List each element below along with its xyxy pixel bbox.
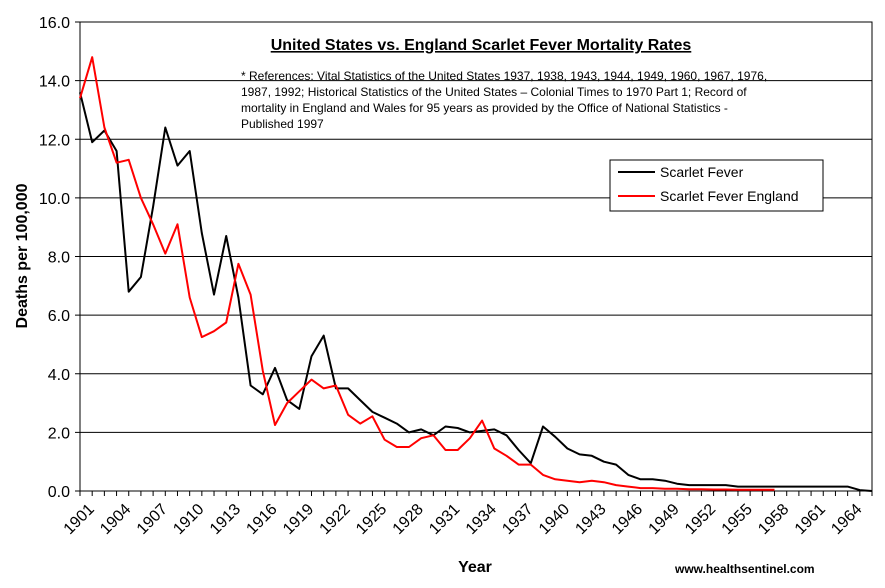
chart-title: United States vs. England Scarlet Fever … <box>271 37 692 54</box>
series-layer <box>79 56 873 492</box>
x-tick-label: 1928 <box>390 501 427 538</box>
x-tick-label: 1940 <box>536 501 573 538</box>
x-tick-label: 1904 <box>97 501 134 538</box>
x-axis-title: Year <box>458 559 492 576</box>
x-tick-label: 1907 <box>134 501 171 538</box>
y-tick-label: 4.0 <box>48 367 70 384</box>
y-axis: 0.0 2.0 4.0 6.0 8.0 10.0 12.0 14.0 16.0 <box>39 15 80 501</box>
legend: Scarlet Fever Scarlet Fever England <box>609 159 824 212</box>
x-tick-label: 1901 <box>61 501 98 538</box>
x-tick-label: 1943 <box>572 501 609 538</box>
y-axis-title: Deaths per 100,000 <box>14 183 31 328</box>
x-tick-label: 1955 <box>719 501 756 538</box>
x-tick-label: 1961 <box>792 501 829 538</box>
reference-note-line: Published 1997 <box>241 117 324 131</box>
y-tick-label: 8.0 <box>48 250 70 267</box>
legend-label-england: Scarlet Fever England <box>660 188 799 204</box>
x-tick-label: 1946 <box>609 501 646 538</box>
y-tick-label: 16.0 <box>39 15 70 32</box>
y-tick-label: 6.0 <box>48 308 70 325</box>
series-line-us <box>79 92 873 492</box>
reference-note-line: mortality in England and Wales for 95 ye… <box>241 101 728 115</box>
gridlines <box>80 80 872 433</box>
x-tick-label: 1952 <box>682 501 719 538</box>
y-tick-label: 12.0 <box>39 132 70 149</box>
x-axis: 1901 1904 1907 1910 1913 1916 1919 1922 1925 1928… <box>61 491 873 538</box>
x-tick-label: 1949 <box>646 501 683 538</box>
x-tick-label: 1934 <box>463 501 500 538</box>
x-tick-label: 1913 <box>207 501 244 538</box>
x-tick-label: 1937 <box>499 501 536 538</box>
y-tick-label: 10.0 <box>39 191 70 208</box>
reference-note-line: * References: Vital Statistics of the Un… <box>241 69 767 83</box>
legend-label-us: Scarlet Fever <box>660 164 744 180</box>
series-line-england <box>79 56 775 491</box>
legend-box <box>609 159 824 212</box>
y-tick-label: 2.0 <box>48 425 70 442</box>
x-tick-label: 1925 <box>353 501 390 538</box>
y-tick-label: 0.0 <box>48 484 70 501</box>
x-tick-label: 1964 <box>828 501 865 538</box>
x-tick-label: 1922 <box>317 501 354 538</box>
x-tick-label: 1931 <box>426 501 463 538</box>
y-tick-label: 14.0 <box>39 74 70 91</box>
x-tick-label: 1916 <box>243 501 280 538</box>
x-tick-label: 1910 <box>170 501 207 538</box>
source-credit: www.healthsentinel.com <box>674 562 815 576</box>
references-note: * References: Vital Statistics of the Un… <box>241 69 767 131</box>
x-tick-label: 1958 <box>755 501 792 538</box>
reference-note-line: 1987, 1992; Historical Statistics of the… <box>241 85 747 99</box>
x-tick-label: 1919 <box>280 501 317 538</box>
